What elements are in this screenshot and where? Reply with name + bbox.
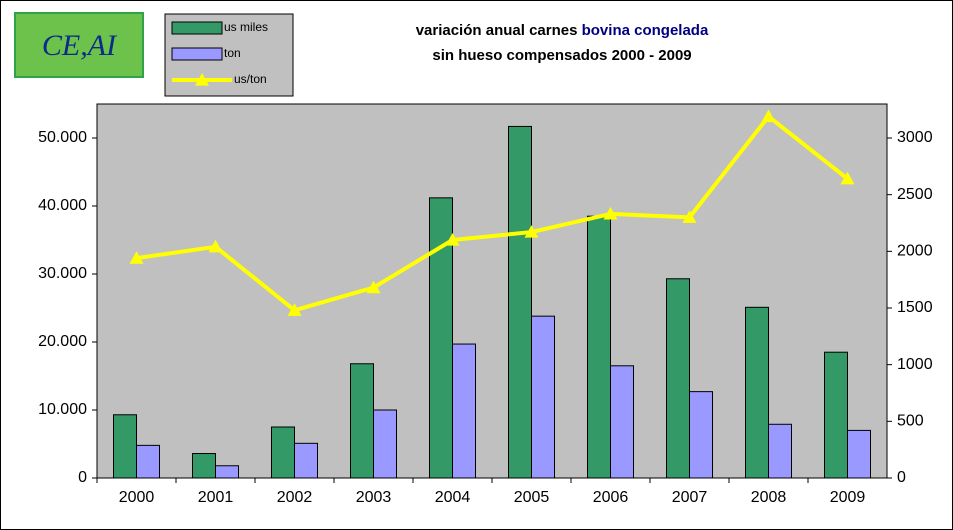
bar <box>192 453 216 479</box>
x-tick-label: 2001 <box>198 489 234 506</box>
x-tick-label: 2006 <box>593 489 629 506</box>
bar <box>452 343 476 479</box>
bar <box>429 197 453 479</box>
y-tick-label: 0 <box>78 469 87 486</box>
y2-tick-label: 500 <box>897 413 924 430</box>
line-marker <box>445 233 460 246</box>
bar <box>745 306 769 479</box>
line <box>136 114 849 313</box>
line-marker <box>524 225 539 238</box>
x-tick-label: 2008 <box>751 489 787 506</box>
y-tick-label: 50.000 <box>38 129 87 146</box>
legend-swatch <box>171 47 223 61</box>
legend-swatch <box>171 21 223 35</box>
y2-tick-label: 2000 <box>897 243 933 260</box>
bar <box>666 278 690 479</box>
x-tick-label: 2005 <box>514 489 550 506</box>
x-tick-label: 2002 <box>277 489 313 506</box>
bar <box>294 442 318 479</box>
bar <box>531 315 555 479</box>
line-marker <box>129 251 144 264</box>
legend-marker <box>195 73 209 86</box>
bar <box>215 465 239 479</box>
legend-label: us/ton <box>234 72 267 86</box>
x-tick-label: 2003 <box>356 489 392 506</box>
bar <box>610 365 634 479</box>
y2-tick-label: 1500 <box>897 299 933 316</box>
line-marker <box>208 239 223 253</box>
bar <box>271 426 295 479</box>
line-marker <box>287 303 302 316</box>
logo: CE,AI <box>42 29 118 62</box>
title-part: bovina congelada <box>582 22 709 39</box>
x-tick-label: 2009 <box>830 489 866 506</box>
bar <box>587 215 611 479</box>
title-line: variación anual carnes bovina congelada <box>416 22 709 39</box>
legend-label: us miles <box>224 20 268 34</box>
bar <box>768 423 792 479</box>
x-tick-label: 2004 <box>435 489 471 506</box>
logo-inner <box>16 14 142 76</box>
title: variación anual carnes bovina congelada s… <box>416 22 709 64</box>
bar <box>350 363 374 479</box>
bar <box>136 444 160 479</box>
title-part: variación anual carnes <box>416 22 582 39</box>
bar <box>508 125 532 479</box>
x-tick-label: 2007 <box>672 489 708 506</box>
y-tick-label: 20.000 <box>38 333 87 350</box>
y-tick-label: 30.000 <box>38 265 87 282</box>
line-marker <box>366 280 381 294</box>
legend: us miles ton us/ton <box>164 13 294 97</box>
line-marker <box>682 210 697 223</box>
bar <box>824 351 848 479</box>
y2-tick-label: 2500 <box>897 186 933 203</box>
y-tick-label: 40.000 <box>38 197 87 214</box>
title-line: sin hueso compensados 2000 - 2009 <box>432 47 691 64</box>
x-tick-label: 2000 <box>119 489 155 506</box>
bar <box>847 429 871 479</box>
y2-tick-label: 3000 <box>897 129 933 146</box>
y-tick-label: 10.000 <box>38 401 87 418</box>
y2-tick-label: 1000 <box>897 356 933 373</box>
line-marker <box>840 171 855 185</box>
line-marker <box>761 109 776 123</box>
bar <box>113 414 137 479</box>
y2-tick-label: 0 <box>897 469 906 486</box>
legend-label: ton <box>224 46 241 60</box>
bar <box>689 391 713 479</box>
bar <box>373 409 397 479</box>
line-marker <box>603 206 618 220</box>
